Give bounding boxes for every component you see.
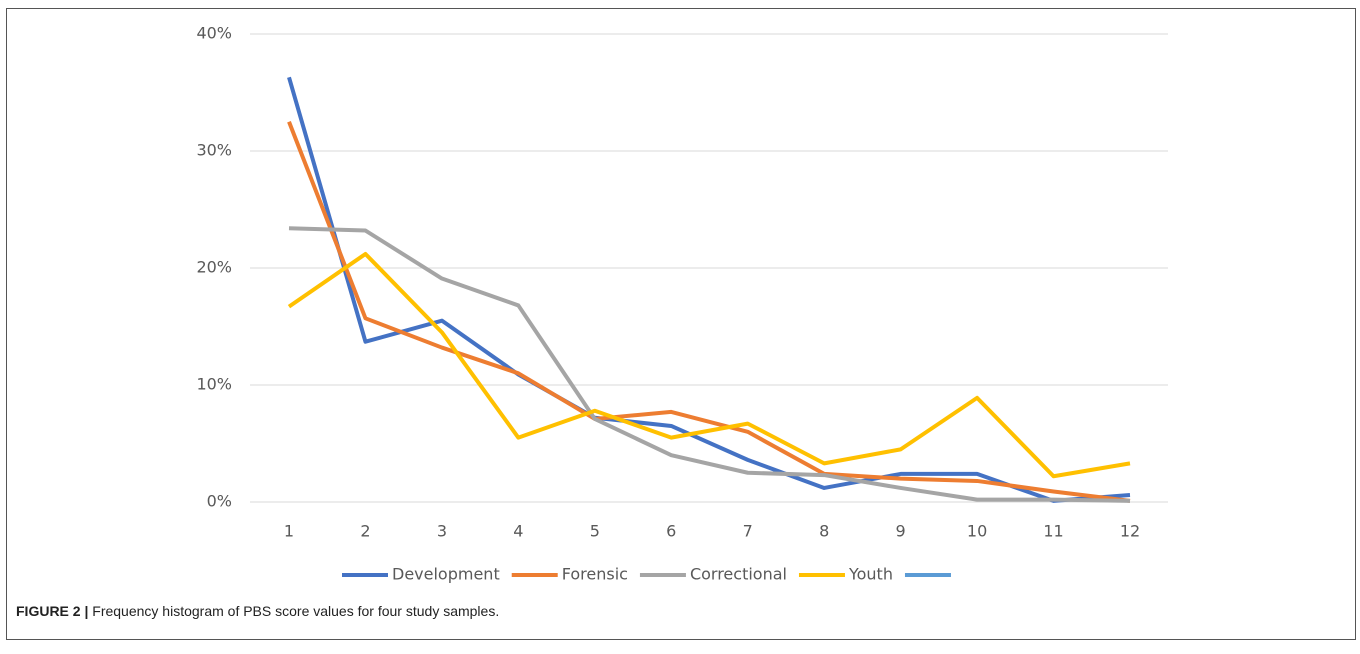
x-tick-label: 1 [284,522,294,541]
series-line [288,226,1131,503]
x-tick-label: 6 [666,522,676,541]
x-tick-label: 3 [437,522,447,541]
series-line [287,76,1131,503]
series-line [287,121,1131,503]
caption: FIGURE 2 | Frequency histogram of PBS sc… [16,603,499,619]
x-tick-label: 8 [819,522,829,541]
x-tick-label: 12 [1120,522,1140,541]
frame [6,8,1356,640]
legend-label: Correctional [690,565,787,584]
caption-label: FIGURE 2 | [16,603,88,619]
x-tick-label: 5 [590,522,600,541]
legend-label: Forensic [562,565,628,584]
x-tick-label: 10 [967,522,987,541]
legend-label: Youth [848,565,893,584]
x-tick-label: 7 [743,522,753,541]
x-tick-label: 2 [360,522,370,541]
legend-label: Development [392,565,500,584]
x-tick-label: 4 [513,522,523,541]
x-tick-label: 11 [1043,522,1063,541]
y-tick-label: 20% [196,258,232,277]
series-line [287,251,1131,479]
caption-text: Frequency histogram of PBS score values … [92,603,499,619]
y-tick-label: 40% [196,24,232,43]
y-tick-label: 30% [196,141,232,160]
x-tick-label: 9 [896,522,906,541]
y-tick-label: 0% [207,492,232,511]
y-tick-label: 10% [196,375,232,394]
